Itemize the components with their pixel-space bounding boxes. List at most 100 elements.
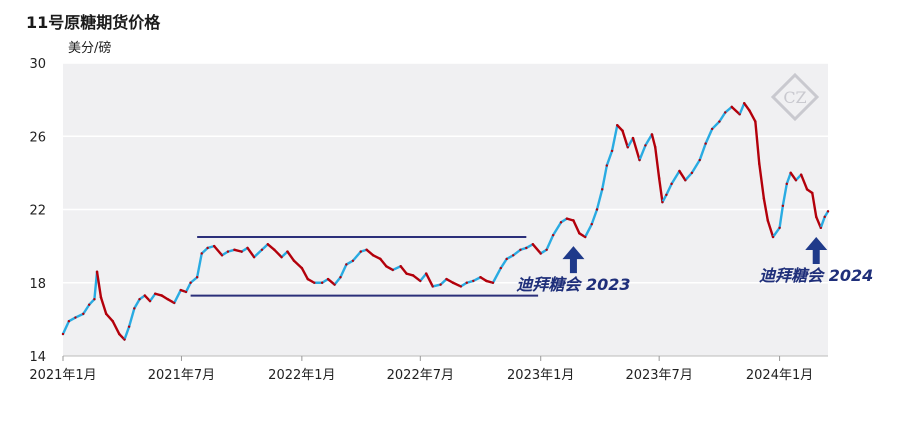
- series-point: [240, 250, 243, 253]
- series-segment: [189, 276, 199, 284]
- series-point: [61, 332, 65, 336]
- y-tick-label: 26: [29, 130, 46, 145]
- series-point: [320, 281, 324, 284]
- series-point: [578, 232, 581, 235]
- series-point: [626, 146, 629, 149]
- series-point: [359, 250, 362, 253]
- series-point: [246, 246, 249, 250]
- series-point: [292, 259, 296, 262]
- series-point: [644, 144, 647, 147]
- series-segment: [789, 171, 798, 182]
- x-tick-label: 2023年7月: [625, 368, 692, 383]
- price-series: [61, 102, 830, 341]
- series-point: [525, 246, 528, 250]
- series-segment: [445, 277, 455, 284]
- series-point: [539, 252, 542, 255]
- series-point: [826, 210, 830, 213]
- y-tick-label: 14: [29, 350, 46, 365]
- series-point: [87, 303, 91, 306]
- series-point: [605, 164, 609, 167]
- series-point: [111, 320, 114, 323]
- series-point: [399, 265, 402, 268]
- series-segment: [379, 257, 388, 268]
- series-point: [472, 279, 475, 283]
- series-segment: [365, 248, 375, 257]
- series-point: [391, 268, 395, 272]
- series-segment: [212, 244, 224, 257]
- series-segment: [670, 169, 681, 186]
- series-segment: [148, 292, 157, 303]
- series-segment: [166, 298, 176, 305]
- series-segment: [525, 243, 535, 250]
- y-axis: 14 18 22 26 30: [29, 57, 46, 365]
- series-point: [738, 113, 741, 116]
- series-point: [670, 182, 673, 186]
- series-point: [184, 290, 188, 294]
- series-segment: [698, 142, 707, 162]
- series-point: [621, 129, 624, 132]
- series-segment: [95, 270, 103, 299]
- series-point: [127, 325, 131, 328]
- series-point: [499, 266, 502, 270]
- series-segment: [127, 307, 136, 328]
- series-point: [762, 197, 766, 200]
- series-segment: [678, 169, 687, 182]
- series-segment: [657, 177, 664, 204]
- series-point: [590, 222, 593, 226]
- x-tick-label: 2024年1月: [746, 368, 813, 383]
- series-point: [280, 255, 283, 259]
- series-point: [143, 294, 147, 297]
- series-segment: [590, 208, 599, 226]
- series-segment: [754, 120, 761, 165]
- series-segment: [246, 246, 256, 259]
- series-segment: [419, 272, 428, 283]
- series-point: [306, 277, 309, 281]
- series-segment: [710, 120, 721, 131]
- series-point: [766, 219, 769, 222]
- series-point: [657, 177, 661, 180]
- series-segment: [512, 248, 522, 257]
- series-segment: [326, 277, 336, 286]
- series-segment: [339, 263, 348, 279]
- series-segment: [266, 243, 276, 251]
- series-segment: [748, 109, 757, 123]
- x-tick-label: 2023年1月: [507, 368, 574, 383]
- series-point: [512, 254, 515, 257]
- series-point: [771, 235, 775, 239]
- series-point: [505, 257, 508, 261]
- series-segment: [195, 252, 203, 279]
- series-segment: [650, 133, 657, 149]
- series-segment: [605, 149, 614, 167]
- series-segment: [610, 124, 619, 153]
- series-segment: [505, 254, 515, 261]
- series-point: [789, 171, 792, 175]
- series-segment: [385, 265, 395, 272]
- series-segment: [644, 133, 654, 147]
- y-tick-label: 18: [29, 277, 46, 292]
- y-axis-unit-label: 美分/磅: [68, 41, 112, 56]
- series-segment: [491, 266, 502, 284]
- series-point: [195, 276, 199, 279]
- series-point: [684, 179, 687, 182]
- series-segment: [173, 288, 182, 305]
- series-segment: [123, 325, 131, 341]
- series-segment: [200, 246, 209, 255]
- series-segment: [758, 162, 766, 200]
- series-point: [491, 281, 495, 284]
- series-segment: [638, 144, 647, 162]
- series-segment: [799, 173, 809, 191]
- series-point: [365, 248, 368, 251]
- series-point: [118, 332, 121, 336]
- series-point: [650, 133, 654, 136]
- range-band-lines: [190, 235, 539, 297]
- series-segment: [724, 105, 734, 114]
- series-segment: [300, 266, 309, 281]
- series-segment: [273, 248, 283, 259]
- series-segment: [531, 243, 542, 255]
- series-segment: [143, 294, 152, 303]
- y-tick-label: 30: [29, 57, 46, 72]
- series-point: [286, 250, 289, 253]
- series-point: [439, 283, 442, 286]
- series-segment: [730, 105, 741, 116]
- x-axis: 2021年1月 2021年7月 2022年1月 2022年7月 2023年1月 2023年…: [29, 355, 828, 383]
